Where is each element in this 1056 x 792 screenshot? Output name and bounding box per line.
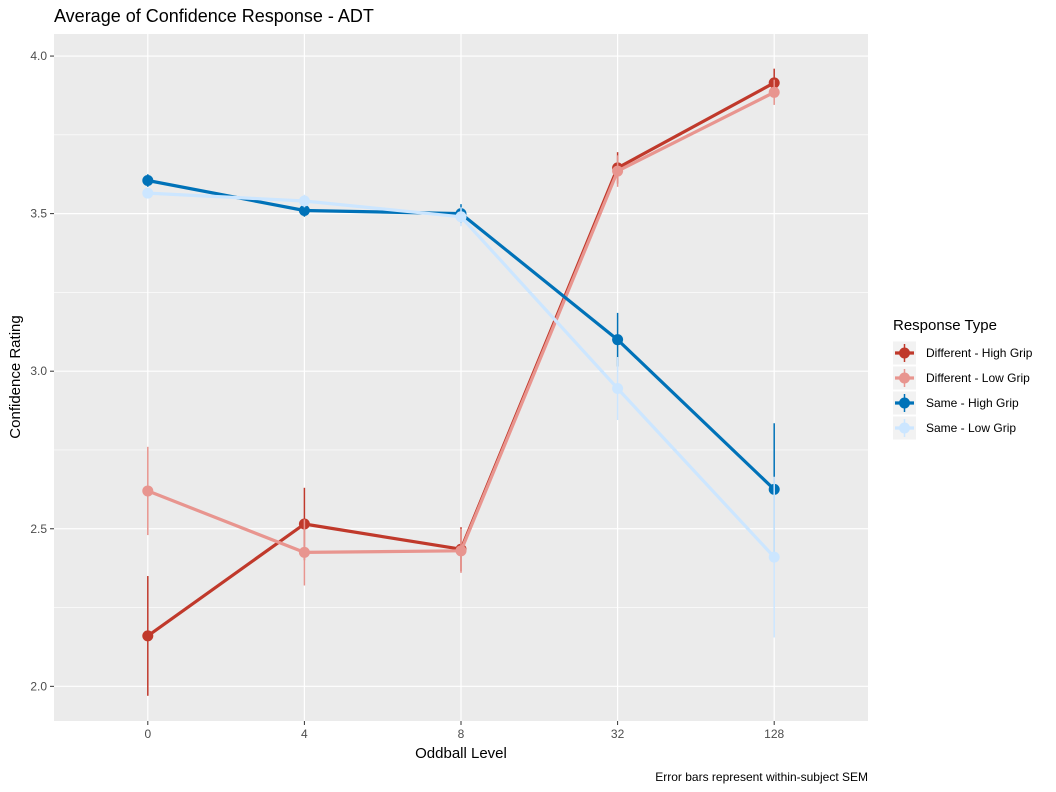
data-point [768, 86, 780, 98]
data-point [612, 334, 624, 346]
legend-item: Same - Low Grip [893, 416, 1016, 440]
series-same-low-grip [142, 187, 780, 638]
legend-key-point [899, 397, 910, 409]
legend-key-point [899, 347, 910, 359]
data-point [455, 545, 467, 557]
legend-title: Response Type [893, 317, 997, 334]
series-layer [142, 68, 780, 696]
legend-key-point [899, 372, 910, 384]
legend-item: Different - Low Grip [893, 366, 1030, 390]
data-point [612, 165, 624, 177]
legend-label: Different - High Grip [926, 346, 1033, 360]
y-tick-label: 4.0 [30, 49, 47, 63]
legend-label: Different - Low Grip [926, 371, 1030, 385]
legend-label: Same - Low Grip [926, 421, 1016, 435]
y-tick-label: 3.5 [30, 207, 47, 221]
data-point [142, 485, 154, 497]
y-tick-label: 2.0 [30, 679, 47, 693]
x-tick-label: 4 [301, 727, 308, 741]
chart-title: Average of Confidence Response - ADT [54, 6, 374, 26]
data-point [298, 204, 310, 216]
x-axis-title: Oddball Level [415, 745, 507, 762]
x-tick-label: 128 [764, 727, 784, 741]
legend-item: Different - High Grip [893, 341, 1033, 365]
x-tick-label: 0 [144, 727, 151, 741]
legend-label: Same - High Grip [926, 396, 1019, 410]
data-point [612, 383, 624, 395]
legend-key-point [899, 422, 910, 434]
data-point [142, 175, 154, 187]
data-point [298, 546, 310, 558]
legend-item: Same - High Grip [893, 391, 1019, 415]
y-axis-title: Confidence Rating [7, 315, 24, 438]
y-tick-label: 2.5 [30, 522, 47, 536]
x-tick-label: 8 [458, 727, 465, 741]
data-point [298, 195, 310, 207]
legend: Response Type Different - High GripDiffe… [893, 317, 1033, 440]
caption: Error bars represent within-subject SEM [655, 770, 868, 784]
data-point [455, 211, 467, 223]
x-tick-label: 32 [611, 727, 625, 741]
legend-items: Different - High Grip Different - Low Gri… [893, 341, 1033, 440]
data-point [142, 187, 154, 199]
axis-layer: 2.0 2.5 3.0 3.5 4.0 0 4 8 32 128 [30, 49, 784, 741]
data-point [768, 551, 780, 563]
data-point [142, 630, 154, 642]
y-tick-label: 3.0 [30, 364, 47, 378]
series-different-low-grip [142, 79, 780, 586]
